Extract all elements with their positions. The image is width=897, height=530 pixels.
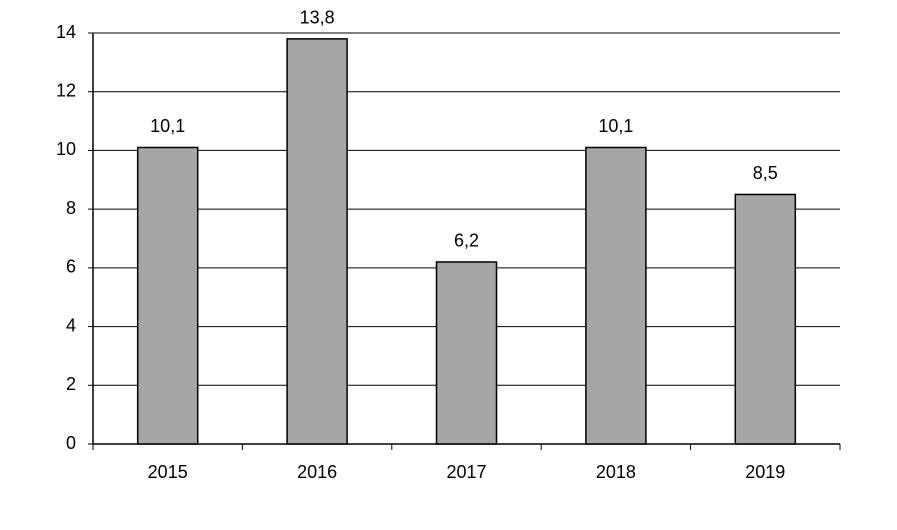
x-tick-label: 2015 <box>148 462 188 482</box>
y-tick-label: 0 <box>66 433 76 453</box>
y-tick-label: 6 <box>66 257 76 277</box>
x-tick-label: 2017 <box>446 462 486 482</box>
value-label: 13,8 <box>300 8 335 28</box>
value-label: 8,5 <box>753 163 778 183</box>
x-tick-label: 2016 <box>297 462 337 482</box>
x-tick-label: 2018 <box>596 462 636 482</box>
bar <box>585 146 647 445</box>
value-label: 10,1 <box>598 116 633 136</box>
y-tick-label: 8 <box>66 198 76 218</box>
y-tick-label: 10 <box>56 139 76 159</box>
y-tick-label: 2 <box>66 374 76 394</box>
x-tick-label: 2019 <box>745 462 785 482</box>
value-label: 10,1 <box>150 116 185 136</box>
y-tick-label: 12 <box>56 80 76 100</box>
bar <box>734 193 797 445</box>
bar <box>286 38 348 445</box>
bar <box>435 261 498 445</box>
bar <box>136 146 199 445</box>
value-label: 6,2 <box>454 231 479 251</box>
y-tick-label: 4 <box>66 315 76 335</box>
y-tick-label: 14 <box>56 22 76 42</box>
